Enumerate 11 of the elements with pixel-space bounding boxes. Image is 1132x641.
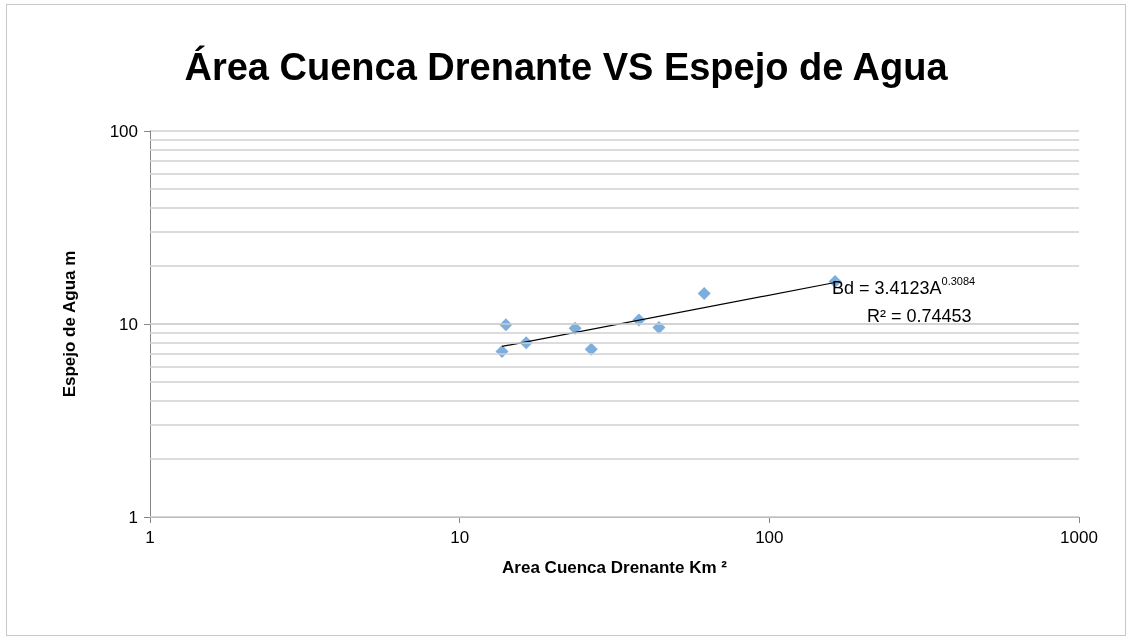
x-axis-title: Area Cuenca Drenante Km ² xyxy=(502,558,728,577)
annotation: R² = 0.74453 xyxy=(867,306,972,326)
x-tick-label: 10 xyxy=(450,528,470,547)
x-tick-label: 1 xyxy=(145,528,155,547)
y-tick-label: 10 xyxy=(119,314,138,334)
chart-title: Área Cuenca Drenante VS Espejo de Agua xyxy=(184,45,949,88)
y-tick-label: 100 xyxy=(109,121,138,141)
y-tick-label: 1 xyxy=(128,507,138,527)
x-tick-label: 100 xyxy=(755,528,784,547)
x-tick-label: 1000 xyxy=(1060,528,1098,547)
y-axis-title: Espejo de Agua m xyxy=(60,250,79,398)
